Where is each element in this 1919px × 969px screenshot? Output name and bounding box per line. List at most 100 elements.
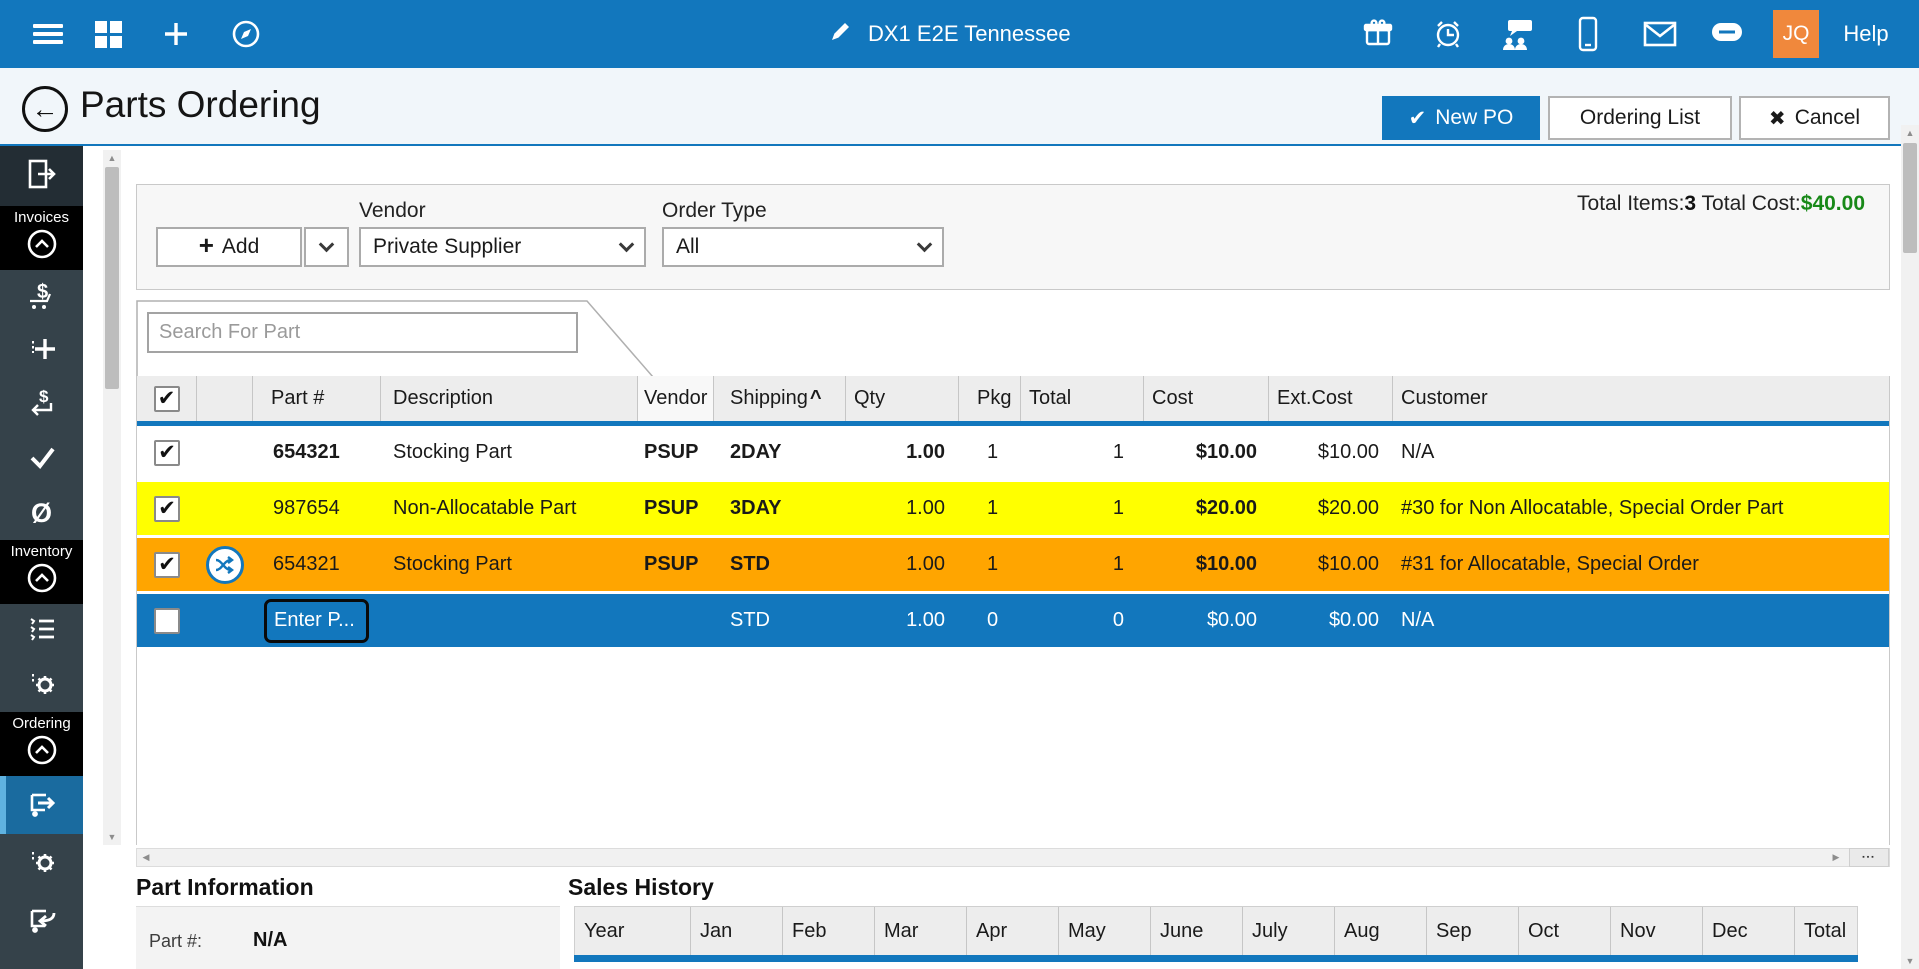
sidebar-item-refund-invoice[interactable]: $ [0,378,83,432]
cell-total: 1 [1112,497,1124,519]
part-number-input[interactable]: Enter P... [264,598,369,643]
dealership-name: DX1 E2E Tennessee [868,21,1071,46]
scroll-left-arrow[interactable]: ◀ [142,852,150,862]
user-avatar[interactable]: JQ [1773,0,1819,68]
apps-grid-icon[interactable] [92,0,124,68]
page-header: ← Parts Ordering ✔ New PO Ordering List … [0,68,1919,146]
plus-icon: + [198,230,214,260]
scroll-right-arrow[interactable]: ▶ [1832,852,1840,862]
row-checkbox[interactable]: ✔ [154,495,180,522]
cell-shipping: 3DAY [730,497,782,519]
cell-ext-cost: $10.00 [1317,441,1379,463]
search-tab [136,300,666,378]
table-row[interactable]: ✔ 987654 Non-Allocatable Part PSUP 3DAY … [137,482,1889,538]
check-icon: ✔ [1408,106,1427,130]
add-part-button[interactable]: + Add [156,227,302,267]
door-exit-icon [25,157,59,196]
scroll-up-arrow[interactable]: ▲ [1901,125,1919,141]
scroll-down-arrow[interactable]: ▼ [1901,953,1919,969]
add-icon[interactable] [158,0,194,68]
sales-history-header-row: Year Jan Feb Mar Apr May June July Aug S… [574,906,1858,955]
col-total[interactable]: Total [1021,376,1144,421]
cell-customer: N/A [1401,441,1435,463]
help-link[interactable]: Help [1843,21,1889,46]
col-description[interactable]: Description [381,376,638,421]
sidebar-section-label: Inventory [10,543,73,560]
add-dropdown-toggle[interactable] [304,227,349,267]
sidebar-item-approve[interactable] [0,432,83,486]
ordering-list-button[interactable]: Ordering List [1548,96,1732,140]
scroll-down-arrow[interactable]: ▼ [103,829,121,845]
shuffle-allocation-icon[interactable] [206,545,244,584]
back-button[interactable]: ← [22,86,68,132]
cell-cost: $10.00 [1195,553,1257,575]
alarm-clock-icon[interactable] [1428,0,1468,68]
checkmark-icon [25,440,59,479]
grid-horizontal-scrollbar[interactable]: ◀ ▶ ▪▪▪ [136,848,1890,867]
page-title: Parts Ordering [80,84,321,125]
col-qty[interactable]: Qty [846,376,959,421]
table-row[interactable]: ✔ 654321 Stocking Part PSUP 2DAY 1.00 1 … [137,426,1889,482]
select-all-header[interactable]: ✔ [137,376,197,421]
sidebar-item-inventory-settings[interactable] [0,658,83,712]
col-part[interactable]: Part # [253,376,381,421]
sidebar-item-stock-list[interactable] [0,604,83,658]
vendor-value: Private Supplier [373,235,522,258]
sidebar-section-ordering[interactable]: Ordering [0,712,83,776]
col-dec: Dec [1703,907,1795,955]
order-type-select[interactable]: All [662,227,944,267]
forum-icon[interactable] [1495,0,1539,68]
sidebar-section-inventory[interactable]: Inventory [0,540,83,604]
sidebar-item-invoice-open[interactable] [0,146,83,206]
cell-pkg: 1 [987,497,999,519]
mobile-icon[interactable] [1573,0,1603,68]
select-all-checkbox[interactable]: ✔ [153,385,180,412]
page-vertical-scrollbar[interactable]: ▲ ▼ [1901,125,1919,969]
cell-shipping: STD [730,609,770,631]
col-vendor[interactable]: Vendor [638,376,714,421]
row-checkbox[interactable] [154,607,180,634]
row-checkbox[interactable]: ✔ [154,551,180,578]
compass-icon[interactable] [228,0,264,68]
col-pkg[interactable]: Pkg [959,376,1021,421]
chat-icon[interactable] [1707,0,1747,68]
sidebar-item-receive-order[interactable] [0,892,83,950]
cell-shipping: 2DAY [730,441,782,463]
sidebar-item-parts-ordering[interactable] [0,776,83,834]
scroll-up-arrow[interactable]: ▲ [103,150,121,166]
x-icon: ✖ [1768,107,1786,130]
sidebar-item-void[interactable]: Ø [0,486,83,540]
grid-vertical-scrollbar[interactable]: ▲ ▼ [103,150,121,845]
col-customer[interactable]: Customer [1401,387,1488,409]
col-shipping[interactable]: Shipping ^ [714,376,846,421]
col-ext-cost[interactable]: Ext.Cost [1269,376,1393,421]
mail-icon[interactable] [1640,0,1680,68]
menu-icon[interactable] [30,0,66,68]
col-may: May [1059,907,1151,955]
cell-qty: 1.00 [906,609,945,631]
sidebar-item-ordering-settings[interactable] [0,834,83,892]
row-checkbox[interactable]: ✔ [154,439,180,466]
table-row[interactable]: ✔ 654321 Stocking Part PSUP STD 1.00 1 1… [137,538,1889,594]
cancel-button[interactable]: ✖ Cancel [1739,96,1890,140]
gift-icon[interactable] [1358,0,1398,68]
new-po-button[interactable]: ✔ New PO [1382,96,1540,140]
scrollbar-thumb[interactable] [105,167,119,389]
svg-text:$: $ [39,387,49,406]
back-arrow-icon: ← [31,93,59,124]
sidebar-item-sale-invoice[interactable]: $ [0,270,83,324]
col-sep: Sep [1427,907,1519,955]
table-row-new-entry[interactable]: Enter P... STD 1.00 0 0 $0.00 $0.00 N/A [137,594,1889,650]
scrollbar-thumb[interactable] [1903,143,1917,253]
dealership-title[interactable]: DX1 E2E Tennessee [828,0,1071,68]
grid-options-button[interactable]: ▪▪▪ [1849,848,1889,867]
sidebar-section-invoices[interactable]: Invoices [0,206,83,270]
cell-customer: #30 for Non Allocatable, Special Order P… [1401,497,1784,519]
col-cost[interactable]: Cost [1144,376,1269,421]
vendor-select[interactable]: Private Supplier [359,227,646,267]
grid-header-row: ✔ Part # Description Vendor Shipping ^ Qt… [137,376,1889,426]
sidebar-item-add-invoice[interactable] [0,324,83,378]
search-part-input[interactable] [147,312,578,353]
gear-corner-icon [25,666,59,705]
